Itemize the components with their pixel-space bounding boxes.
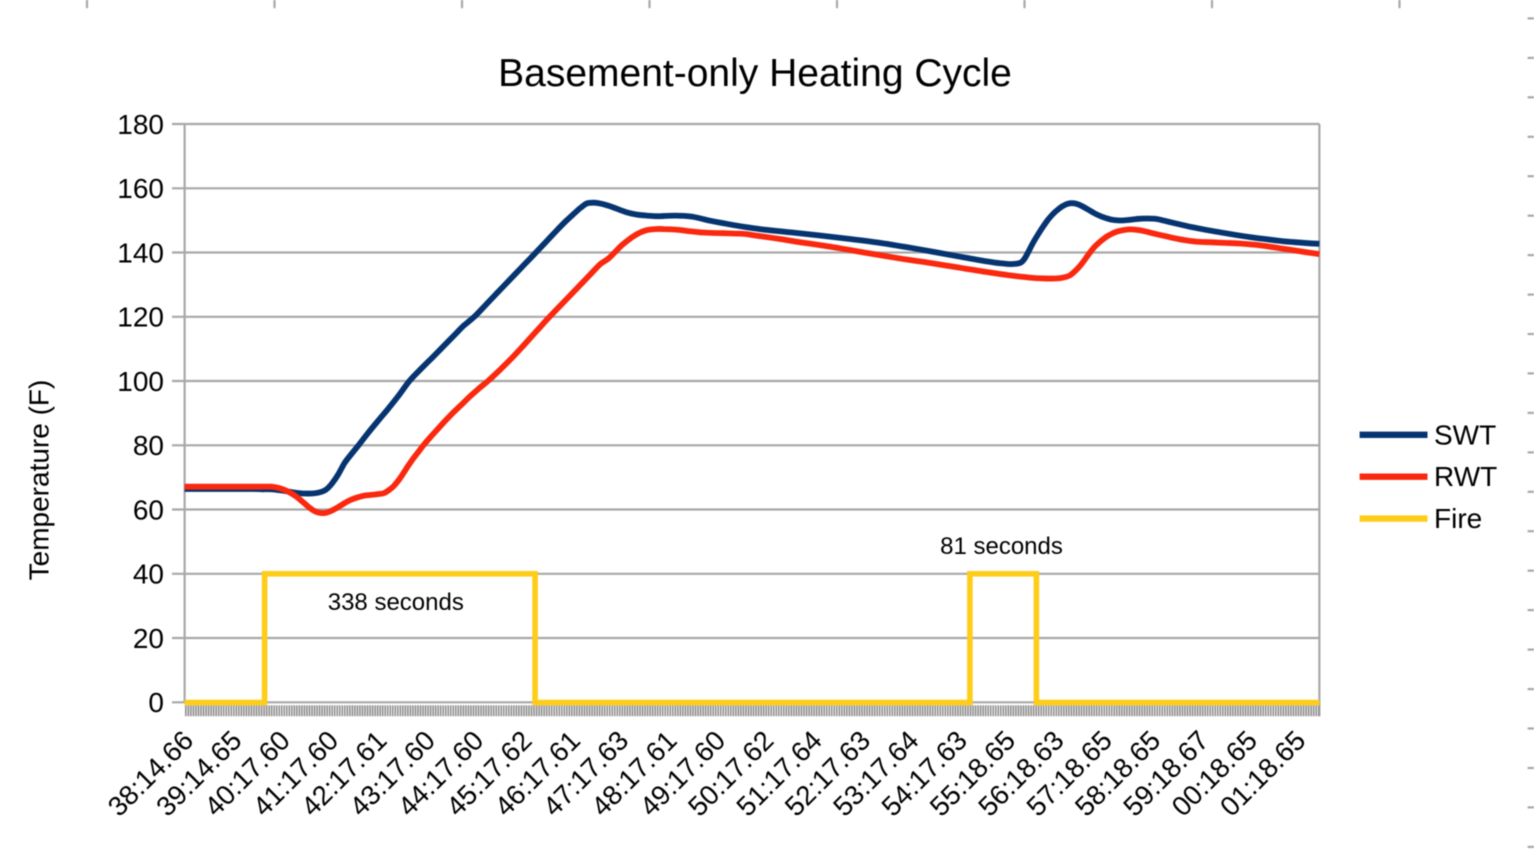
- svg-text:Basement-only Heating Cycle: Basement-only Heating Cycle: [498, 52, 1012, 95]
- svg-text:81 seconds: 81 seconds: [940, 533, 1063, 560]
- svg-text:338 seconds: 338 seconds: [328, 589, 464, 616]
- svg-text:RWT: RWT: [1434, 461, 1497, 492]
- svg-text:60: 60: [133, 494, 164, 525]
- svg-text:100: 100: [117, 366, 164, 397]
- svg-text:160: 160: [117, 173, 164, 204]
- svg-text:180: 180: [117, 109, 164, 140]
- svg-text:Temperature (F): Temperature (F): [24, 380, 55, 581]
- svg-text:SWT: SWT: [1434, 419, 1496, 450]
- svg-text:0: 0: [148, 687, 164, 718]
- svg-text:140: 140: [117, 237, 164, 268]
- svg-text:Fire: Fire: [1434, 503, 1482, 534]
- svg-text:120: 120: [117, 302, 164, 333]
- svg-text:80: 80: [133, 430, 164, 461]
- svg-text:40: 40: [133, 559, 164, 590]
- svg-text:20: 20: [133, 623, 164, 654]
